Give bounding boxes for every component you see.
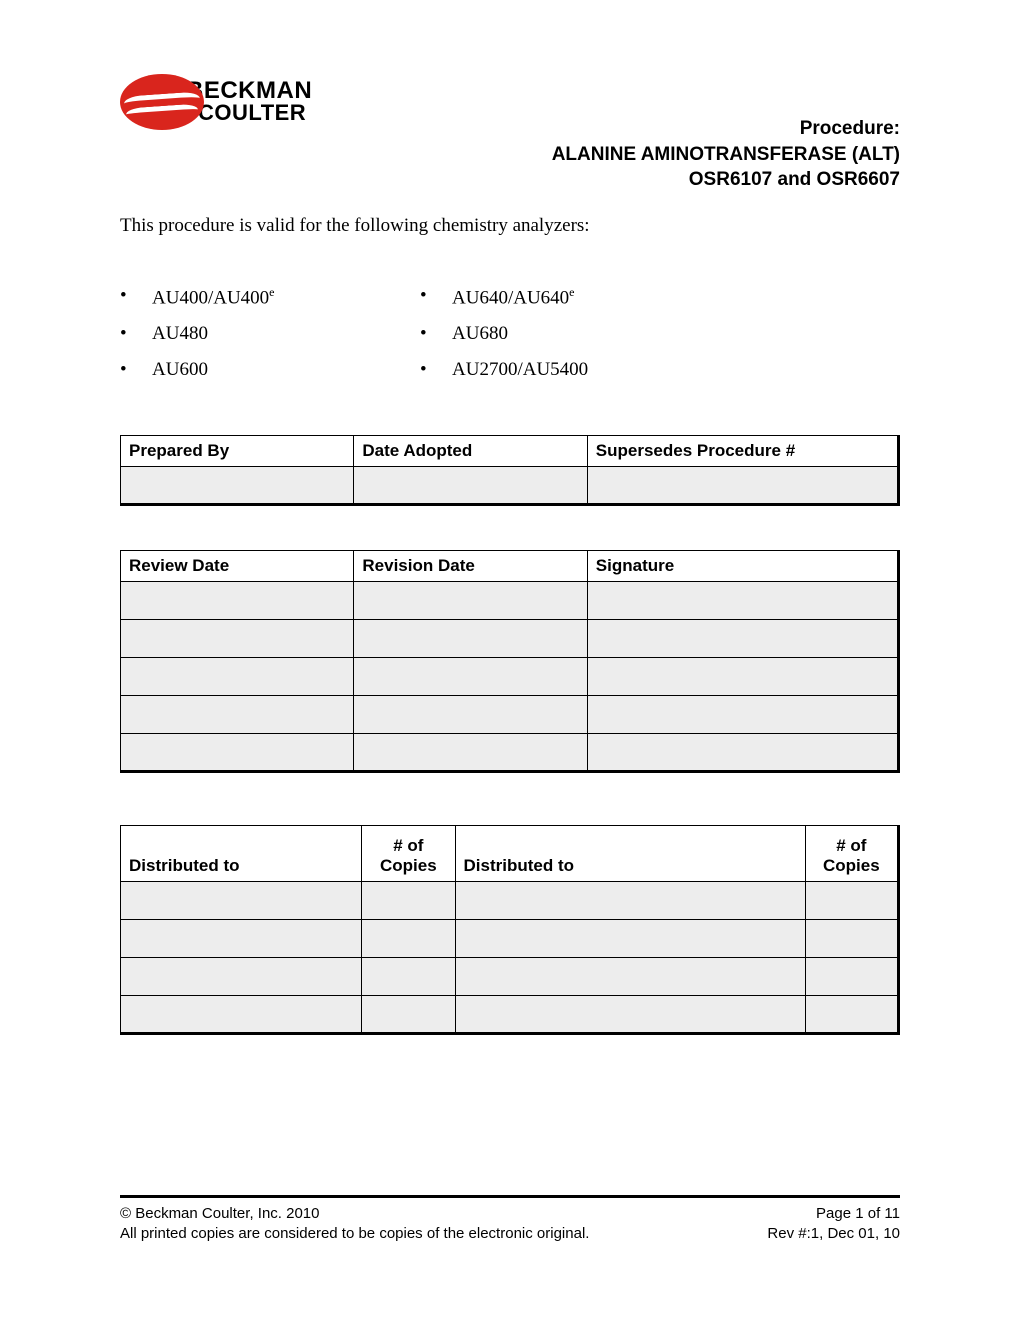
table-cell xyxy=(121,996,362,1034)
table-cell xyxy=(354,658,587,696)
title-block: Procedure: ALANINE AMINOTRANSFERASE (ALT… xyxy=(552,70,900,193)
table-cell xyxy=(805,958,898,996)
footer-page: Page 1 of 11 xyxy=(816,1204,900,1224)
analyzer-item: AU600 xyxy=(120,359,420,381)
table-prepared-by: Prepared ByDate AdoptedSupersedes Proced… xyxy=(120,435,900,506)
table-cell xyxy=(121,582,354,620)
table-cell xyxy=(354,734,587,772)
table-cell xyxy=(362,920,455,958)
table-row xyxy=(121,467,899,505)
table-row xyxy=(121,696,899,734)
analyzer-sup: e xyxy=(569,285,574,299)
table-cell xyxy=(121,958,362,996)
footer-row-2: All printed copies are considered to be … xyxy=(120,1224,900,1244)
analyzer-item: AU640/AU640e xyxy=(420,285,720,309)
logo-oval-icon xyxy=(120,74,204,130)
table-cell xyxy=(587,620,898,658)
table-cell xyxy=(121,920,362,958)
table-cell xyxy=(805,882,898,920)
footer-rule xyxy=(120,1195,900,1198)
footer-copyright: © Beckman Coulter, Inc. 2010 xyxy=(120,1204,320,1224)
table-header: Date Adopted xyxy=(354,436,587,467)
table-cell xyxy=(354,620,587,658)
analyzer-col-a: AU400/AU400e AU480 AU600 xyxy=(120,285,420,395)
table-cell xyxy=(354,582,587,620)
table-row xyxy=(121,620,899,658)
table-distribution: Distributed to# ofCopiesDistributed to# … xyxy=(120,825,900,1035)
table-cell xyxy=(354,467,587,505)
analyzer-columns: AU400/AU400e AU480 AU600 AU640/AU640e AU680… xyxy=(120,285,900,395)
table-cell xyxy=(587,696,898,734)
table-row xyxy=(121,920,899,958)
table-cell xyxy=(354,696,587,734)
table-header: Distributed to xyxy=(121,826,362,882)
table-cell xyxy=(805,996,898,1034)
logo-block: BECKMAN COULTER xyxy=(120,70,340,130)
table-cell xyxy=(587,734,898,772)
table-cell xyxy=(587,582,898,620)
table-cell xyxy=(121,882,362,920)
table-cell xyxy=(121,658,354,696)
analyzer-sup: e xyxy=(269,285,274,299)
table-cell xyxy=(362,958,455,996)
analyzer-col-b: AU640/AU640e AU680 AU2700/AU5400 xyxy=(420,285,720,395)
analyzer-item: AU680 xyxy=(420,323,720,345)
table-header: Signature xyxy=(587,551,898,582)
table-cell xyxy=(362,882,455,920)
table-header: # ofCopies xyxy=(362,826,455,882)
table-cell xyxy=(121,620,354,658)
table-cell xyxy=(455,882,805,920)
table-cell xyxy=(121,467,354,505)
table-header: Supersedes Procedure # xyxy=(587,436,898,467)
table-cell xyxy=(587,467,898,505)
page: BECKMAN COULTER Procedure: ALANINE AMINO… xyxy=(0,0,1020,1035)
title-line1: Procedure: xyxy=(552,116,900,142)
table-row xyxy=(121,996,899,1034)
footer: © Beckman Coulter, Inc. 2010 Page 1 of 1… xyxy=(120,1195,900,1245)
brand-text: BECKMAN COULTER xyxy=(186,80,312,124)
table-cell xyxy=(362,996,455,1034)
table-cell xyxy=(805,920,898,958)
table-cell xyxy=(455,920,805,958)
footer-rev: Rev #:1, Dec 01, 10 xyxy=(767,1224,900,1244)
table-row xyxy=(121,882,899,920)
table-header: Distributed to xyxy=(455,826,805,882)
table-cell xyxy=(455,996,805,1034)
footer-note: All printed copies are considered to be … xyxy=(120,1224,589,1244)
table-cell xyxy=(587,658,898,696)
title-line3: OSR6107 and OSR6607 xyxy=(552,167,900,193)
table-header: Revision Date xyxy=(354,551,587,582)
table-cell xyxy=(455,958,805,996)
table-cell xyxy=(121,696,354,734)
title-line2: ALANINE AMINOTRANSFERASE (ALT) xyxy=(552,142,900,168)
analyzer-item: AU400/AU400e xyxy=(120,285,420,309)
intro-text: This procedure is valid for the followin… xyxy=(120,215,900,237)
table-header: Prepared By xyxy=(121,436,354,467)
analyzer-item: AU480 xyxy=(120,323,420,345)
brand-line2: COULTER xyxy=(186,103,312,124)
header-row: BECKMAN COULTER Procedure: ALANINE AMINO… xyxy=(120,70,900,193)
table-review: Review DateRevision DateSignature xyxy=(120,550,900,773)
table-row xyxy=(121,582,899,620)
analyzer-item: AU2700/AU5400 xyxy=(420,359,720,381)
table-header: # ofCopies xyxy=(805,826,898,882)
table-row xyxy=(121,658,899,696)
table-header: Review Date xyxy=(121,551,354,582)
table-row xyxy=(121,958,899,996)
footer-row-1: © Beckman Coulter, Inc. 2010 Page 1 of 1… xyxy=(120,1204,900,1224)
table-row xyxy=(121,734,899,772)
table-cell xyxy=(121,734,354,772)
